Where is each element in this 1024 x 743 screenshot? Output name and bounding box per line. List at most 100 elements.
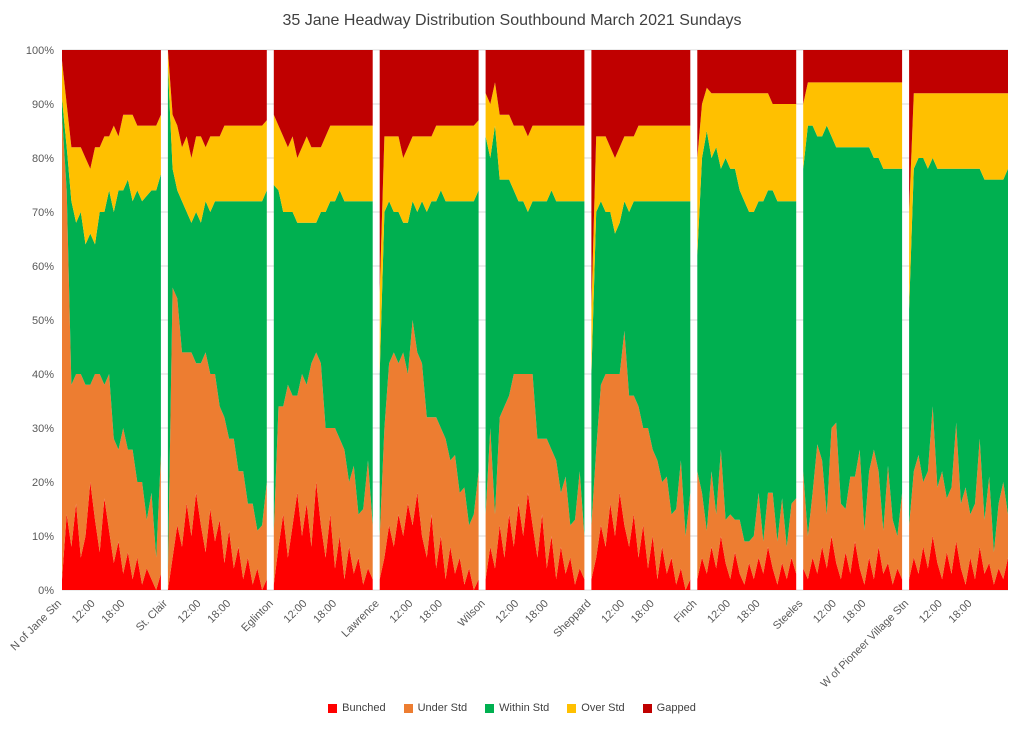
- area-over-std: [697, 87, 797, 256]
- chart-svg: 0% 10% 20% 30% 40% 50% 60% 70% 80% 90% 100% N of Ja…: [9, 45, 1008, 690]
- x-axis-label: 12:00: [176, 598, 204, 626]
- legend-swatch: [403, 703, 413, 713]
- x-axis-label: 12:00: [599, 598, 627, 626]
- area-within-std: [62, 98, 161, 558]
- legend-label: Over Std: [581, 702, 625, 714]
- x-axis-label: 12:00: [387, 598, 415, 626]
- y-tick-label: 40%: [32, 369, 54, 381]
- panel-finch: [697, 50, 797, 590]
- x-axis-label: 18:00: [629, 598, 657, 626]
- area-within-std: [273, 185, 373, 531]
- x-axis-label: 12:00: [282, 598, 310, 626]
- x-axis-label: 18:00: [735, 598, 763, 626]
- area-within-std: [909, 158, 1008, 553]
- x-axis-label: Lawrence: [340, 598, 382, 640]
- y-tick-label: 70%: [32, 207, 54, 219]
- y-tick-label: 100%: [26, 45, 54, 57]
- area-bunched: [273, 482, 373, 590]
- y-tick-label: 90%: [32, 99, 54, 111]
- x-axis-label: 18:00: [417, 598, 445, 626]
- area-over-std: [591, 125, 691, 374]
- area-within-std: [697, 131, 797, 547]
- legend-swatch: [567, 703, 577, 713]
- x-axis-label: Finch: [672, 598, 700, 626]
- area-over-std: [379, 120, 479, 374]
- x-axis-label: 18:00: [523, 598, 551, 626]
- x-axis-label: 18:00: [99, 598, 127, 626]
- area-bunched: [167, 492, 267, 590]
- x-axis-label: 18:00: [205, 598, 233, 626]
- area-bunched: [62, 482, 161, 590]
- legend-swatch: [328, 703, 338, 713]
- y-tick-label: 10%: [32, 531, 54, 543]
- area-under-std: [697, 449, 797, 585]
- area-over-std: [273, 114, 373, 223]
- area-within-std: [167, 66, 267, 574]
- x-axis-label: Steeles: [771, 597, 806, 632]
- legend-item-gapped: Gapped: [642, 702, 696, 714]
- area-gapped: [803, 50, 903, 104]
- area-bunched: [803, 536, 903, 590]
- y-tick-label: 30%: [32, 423, 54, 435]
- area-over-std: [803, 82, 903, 169]
- y-tick-label: 60%: [32, 261, 54, 273]
- area-within-std: [803, 125, 903, 536]
- x-axis-label: 12:00: [917, 598, 945, 626]
- area-under-std: [167, 287, 267, 590]
- legend-swatch: [642, 703, 652, 713]
- area-gapped: [485, 50, 585, 137]
- panel-sheppard: [591, 50, 691, 590]
- y-tick-label: 50%: [32, 315, 54, 327]
- area-under-std: [273, 352, 373, 585]
- x-axis-label: 12:00: [70, 598, 98, 626]
- panel-w-of-pioneer-village-stn: [909, 50, 1008, 590]
- area-gapped: [167, 50, 267, 158]
- area-bunched: [909, 536, 1008, 590]
- panel-steeles: [803, 50, 903, 590]
- area-gapped: [591, 50, 691, 310]
- area-gapped: [379, 50, 479, 293]
- area-over-std: [62, 60, 161, 245]
- area-bunched: [485, 492, 585, 590]
- chart-legend: Bunched Under Std Within Std Over Std Gapped: [0, 702, 1024, 714]
- legend-item-bunched: Bunched: [328, 702, 386, 714]
- x-axis-label: N of Jane Stn: [9, 598, 65, 654]
- area-bunched: [697, 536, 797, 590]
- x-axis-label: 12:00: [705, 598, 733, 626]
- area-gapped: [273, 50, 373, 158]
- x-axis-label: 18:00: [841, 598, 869, 626]
- legend-label: Gapped: [656, 702, 696, 714]
- legend-label: Within Std: [499, 702, 550, 714]
- area-under-std: [803, 422, 903, 585]
- area-under-std: [909, 406, 1008, 585]
- area-within-std: [379, 190, 479, 536]
- y-tick-label: 80%: [32, 153, 54, 165]
- area-over-std: [485, 82, 585, 213]
- area-within-std: [485, 125, 585, 536]
- x-axis-label: Eglinton: [239, 598, 276, 635]
- panel-n-of-jane-stn: [62, 50, 161, 591]
- area-under-std: [485, 374, 585, 585]
- panel-st-clair: [167, 50, 267, 590]
- y-tick-label: 20%: [32, 477, 54, 489]
- y-tick-label: 0%: [38, 585, 54, 597]
- x-axis-label: 12:00: [811, 598, 839, 626]
- x-axis-label: 18:00: [947, 598, 975, 626]
- x-axis-label: Sheppard: [551, 598, 593, 640]
- panel-eglinton: [273, 50, 373, 590]
- legend-item-within-std: Within Std: [485, 702, 549, 714]
- area-over-std: [909, 93, 1008, 310]
- panel-wilson: [485, 50, 585, 590]
- legend-item-under-std: Under Std: [403, 702, 468, 714]
- chart-title: 35 Jane Headway Distribution Southbound …: [282, 12, 742, 29]
- area-gapped: [62, 50, 161, 169]
- area-under-std: [62, 114, 161, 591]
- panel-lawrence: [379, 50, 479, 590]
- legend-label: Under Std: [417, 702, 468, 714]
- x-axis-label: Wilson: [456, 598, 488, 630]
- area-under-std: [591, 330, 691, 590]
- x-axis-label: 12:00: [493, 598, 521, 626]
- legend-label: Bunched: [342, 702, 386, 714]
- area-gapped: [909, 50, 1008, 212]
- area-within-std: [591, 201, 691, 536]
